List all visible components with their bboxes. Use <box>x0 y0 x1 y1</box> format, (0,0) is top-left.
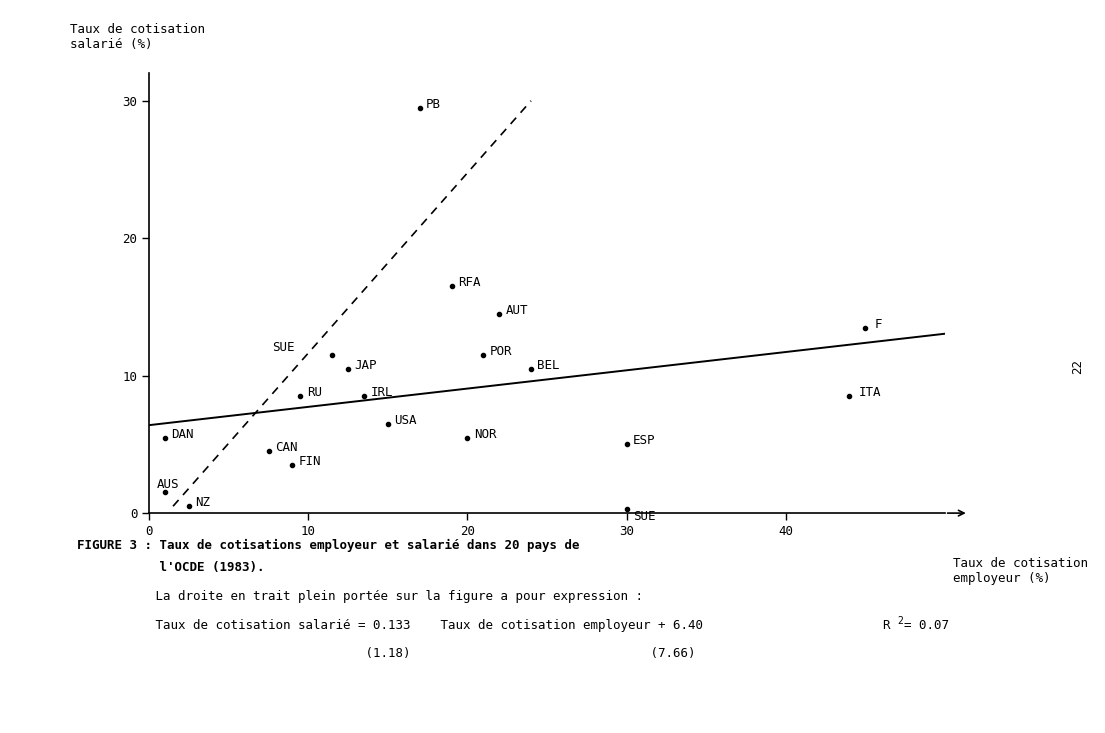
Text: ITA: ITA <box>859 386 882 399</box>
Text: = 0.07: = 0.07 <box>904 619 949 633</box>
Text: Taux de cotisation
employeur (%): Taux de cotisation employeur (%) <box>953 557 1087 585</box>
Text: BEL: BEL <box>537 358 560 372</box>
Text: La droite en trait plein portée sur la figure a pour expression :: La droite en trait plein portée sur la f… <box>133 590 643 603</box>
Text: RFA: RFA <box>457 276 481 290</box>
Text: R: R <box>882 619 890 633</box>
Text: SUE: SUE <box>272 341 294 354</box>
Text: SUE: SUE <box>633 510 655 523</box>
Text: NZ: NZ <box>196 496 210 509</box>
Text: FIN: FIN <box>298 455 322 468</box>
Text: AUT: AUT <box>506 303 528 317</box>
Text: (1.18)                                (7.66): (1.18) (7.66) <box>133 647 695 660</box>
Text: JAP: JAP <box>355 358 377 372</box>
Text: AUS: AUS <box>157 479 180 491</box>
Text: POR: POR <box>490 345 513 358</box>
Text: l'OCDE (1983).: l'OCDE (1983). <box>77 561 265 574</box>
Text: 22: 22 <box>1071 359 1084 374</box>
Text: Taux de cotisation
salarié (%): Taux de cotisation salarié (%) <box>70 23 204 51</box>
Text: IRL: IRL <box>370 386 393 399</box>
Text: RU: RU <box>307 386 322 399</box>
Text: ESP: ESP <box>633 435 655 447</box>
Text: CAN: CAN <box>275 441 297 454</box>
Text: Taux de cotisation salarié = 0.133    Taux de cotisation employeur + 6.40: Taux de cotisation salarié = 0.133 Taux … <box>133 619 703 633</box>
Text: 2: 2 <box>897 616 903 626</box>
Text: NOR: NOR <box>474 427 496 441</box>
Text: FIGURE 3 : Taux de cotisations employeur et salarié dans 20 pays de: FIGURE 3 : Taux de cotisations employeur… <box>77 539 580 552</box>
Text: DAN: DAN <box>171 427 194 441</box>
Text: F: F <box>875 317 882 331</box>
Text: PB: PB <box>427 97 441 111</box>
Text: USA: USA <box>394 413 417 427</box>
